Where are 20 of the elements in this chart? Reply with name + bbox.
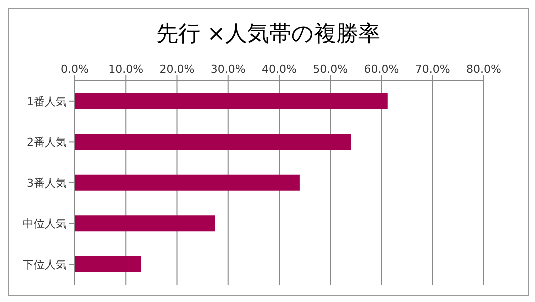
x-tick-label: 20.0% (160, 63, 195, 76)
x-tick-label: 60.0% (364, 63, 400, 76)
chart-title: 先行 ×人気帯の複勝率 (155, 21, 382, 49)
y-tick-label: 3番人気 (27, 176, 67, 190)
x-tick-label: 0.0% (61, 63, 89, 76)
y-tick-label: 1番人気 (27, 95, 67, 108)
bar (75, 93, 388, 110)
x-tick-label: 50.0% (313, 63, 348, 76)
y-tick-label: 中位人気 (23, 218, 67, 231)
y-tick-label: 下位人気 (23, 258, 67, 272)
x-tick-label: 30.0% (210, 63, 246, 76)
x-tick-label: 10.0% (108, 63, 144, 76)
y-tick-label: 2番人気 (27, 136, 67, 150)
bar (75, 256, 142, 272)
bar (75, 134, 352, 150)
bar (75, 174, 300, 191)
bar (75, 216, 216, 232)
x-tick-label: 70.0% (415, 63, 450, 76)
x-tick-label: 80.0% (466, 63, 502, 76)
x-tick-label: 40.0% (262, 63, 297, 76)
